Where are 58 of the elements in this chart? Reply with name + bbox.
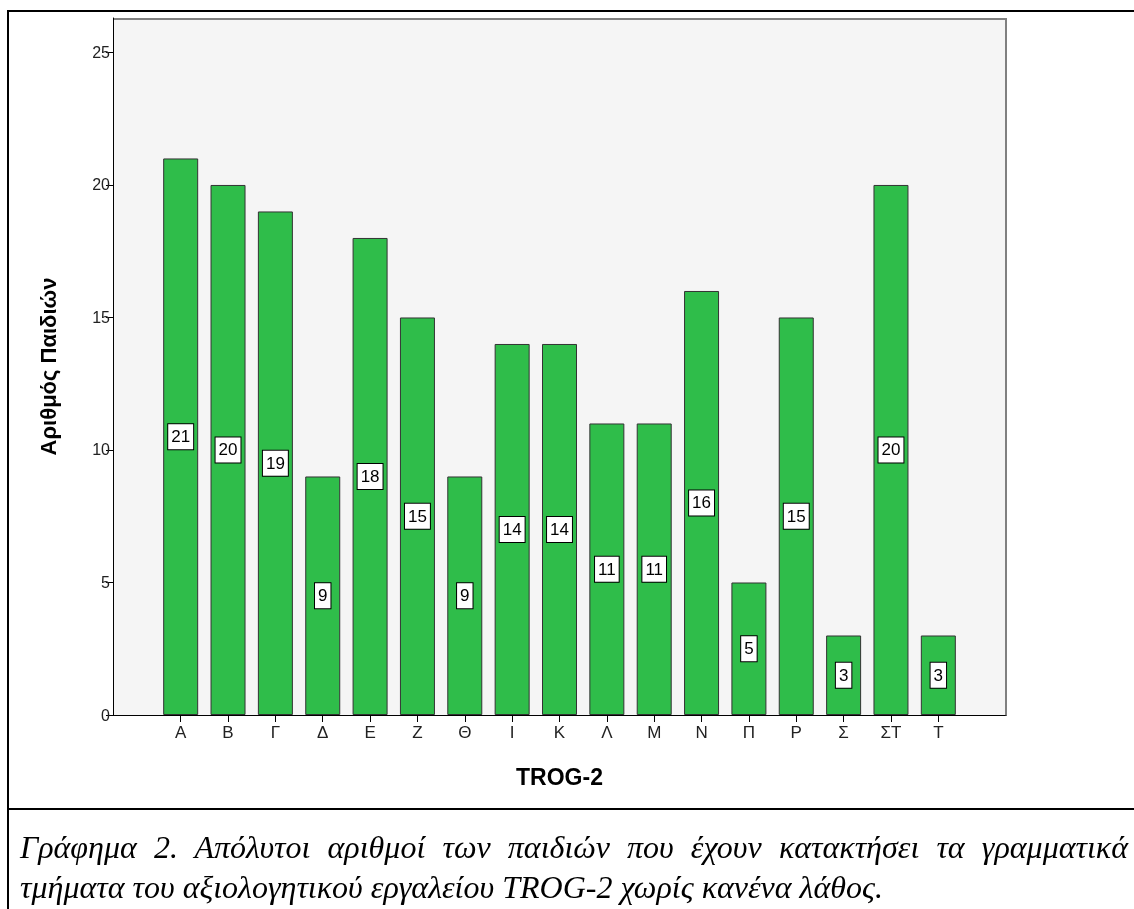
- bar: [731, 582, 767, 715]
- data-label: 3: [933, 665, 944, 685]
- bar: [163, 158, 199, 715]
- x-tick-label: Κ: [553, 723, 566, 742]
- y-tick-label: 20: [92, 176, 111, 194]
- y-tick-label: 0: [101, 706, 111, 724]
- bar: [873, 184, 909, 715]
- bar: [399, 317, 435, 715]
- x-tick-label: Σ: [838, 723, 849, 742]
- data-label: 15: [407, 506, 427, 526]
- bar: [589, 423, 625, 715]
- x-axis-title: TROG-2: [516, 763, 603, 790]
- x-tick-label: Ν: [695, 723, 708, 742]
- y-axis-title: Αριθμός Παιδιών: [35, 277, 61, 456]
- data-label: 16: [692, 493, 712, 513]
- x-tick-label: Ε: [364, 723, 376, 742]
- x-tick-label: Δ: [317, 723, 329, 742]
- data-label: 21: [171, 427, 191, 447]
- data-label: 11: [598, 559, 616, 579]
- data-label: 20: [218, 440, 238, 460]
- data-label: 19: [265, 453, 285, 473]
- x-tick-label: Λ: [601, 723, 614, 742]
- x-tick-label: Ζ: [412, 723, 423, 742]
- bar: [542, 343, 577, 715]
- data-label: 20: [881, 440, 901, 460]
- y-tick-label: 10: [92, 441, 111, 459]
- bar: [778, 317, 814, 715]
- bar: [447, 476, 483, 715]
- data-label: 9: [318, 586, 328, 606]
- data-label: 14: [550, 519, 569, 539]
- x-tick-label: Τ: [933, 723, 944, 742]
- text: Γράφημα 2. Απόλυτοι αριθμοί των παιδιών που έχουν κατακτήσει τα γραμματικά τμήματα του αξιολογητικού εργαλείου TROG-2 χωρίς κανένα λάθος.: [20, 828, 1128, 907]
- x-tick-label: Γ: [270, 723, 281, 742]
- data-label: 5: [744, 639, 754, 659]
- data-label: 3: [838, 665, 849, 685]
- x-tick-label: Θ: [458, 723, 472, 742]
- bar: [352, 237, 388, 715]
- x-tick-label: Ρ: [790, 723, 802, 742]
- x-tick-label: Β: [222, 723, 234, 742]
- data-label: 18: [360, 466, 380, 486]
- data-label: 11: [645, 559, 664, 579]
- bar: [684, 290, 720, 715]
- bar: [210, 184, 246, 715]
- x-tick-label: Π: [742, 723, 756, 742]
- data-label: 9: [460, 586, 470, 606]
- x-tick-label: Μ: [647, 723, 662, 742]
- x-tick-label: Ι: [509, 723, 515, 742]
- data-label: 14: [502, 519, 522, 539]
- bar: [636, 423, 672, 715]
- bar: [257, 211, 293, 715]
- data-label: 15: [786, 506, 806, 526]
- y-tick-label: 15: [92, 308, 111, 326]
- bar: [305, 476, 341, 715]
- x-tick-label: ΣΤ: [880, 723, 902, 742]
- bar: [494, 343, 530, 715]
- y-tick-label: 5: [101, 573, 111, 591]
- x-tick-label: Α: [175, 723, 187, 742]
- y-tick-label: 25: [92, 43, 111, 61]
